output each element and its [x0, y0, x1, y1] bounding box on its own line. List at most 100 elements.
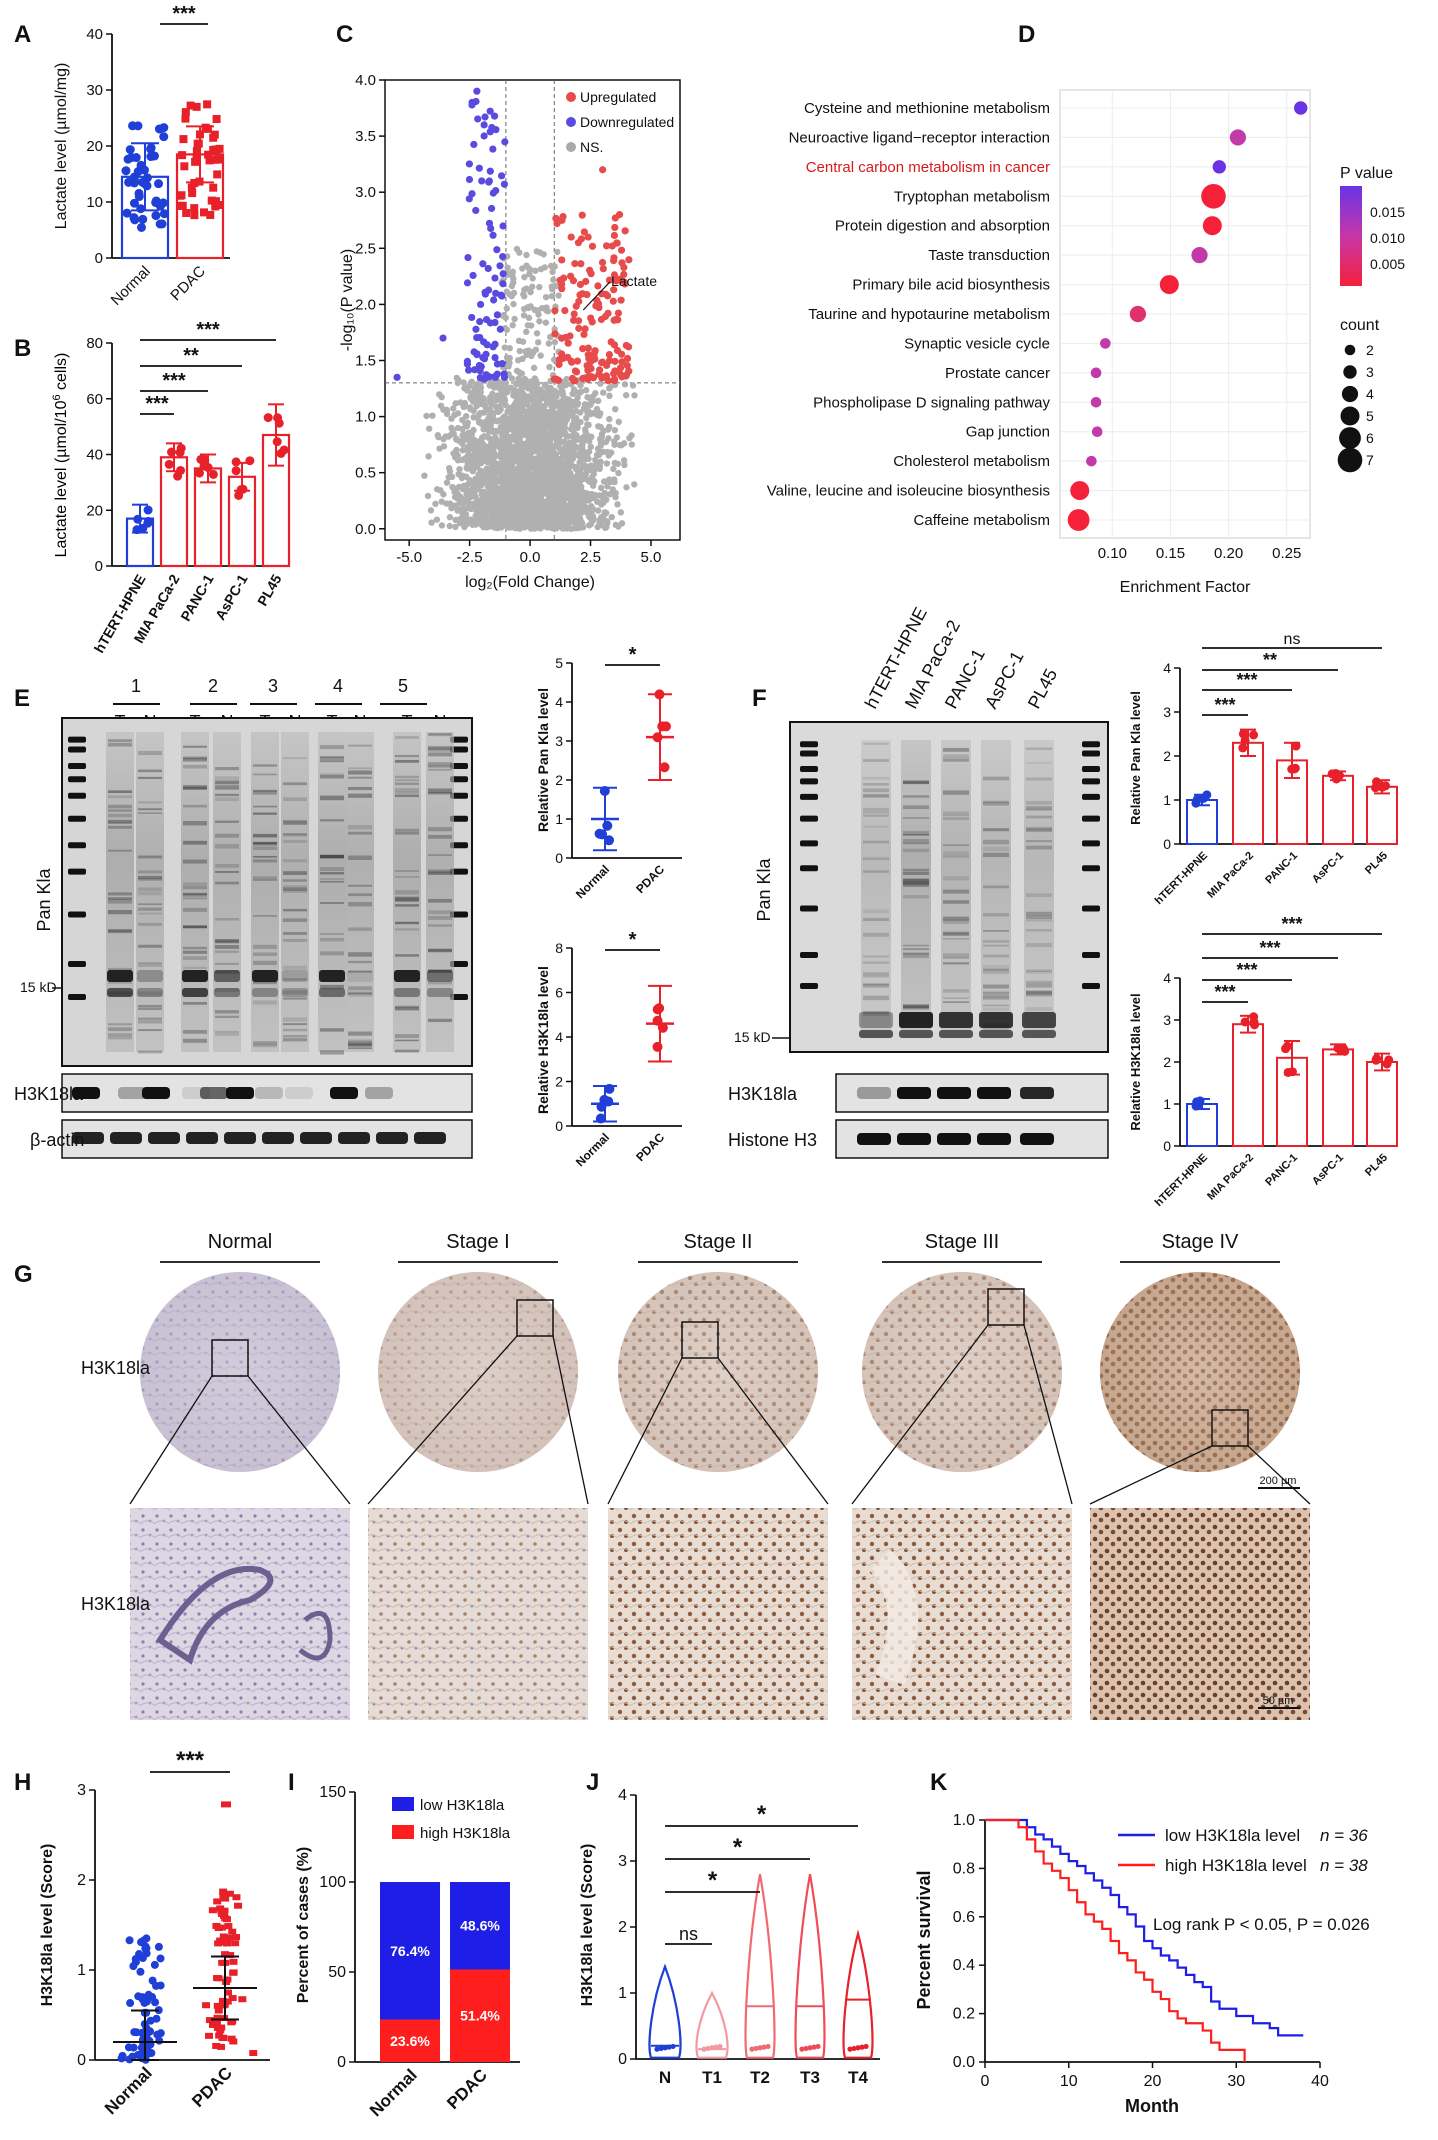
tma-core-texture: [862, 1272, 1062, 1472]
band: [983, 776, 1009, 781]
data-point: [181, 114, 190, 123]
band: [215, 797, 239, 802]
actin-band: [148, 1132, 180, 1144]
data-point: [229, 1969, 238, 1976]
significance-label: *: [733, 1834, 743, 1861]
point-ns: [500, 450, 507, 458]
histone-band: [977, 1133, 1011, 1145]
point-ns: [525, 314, 533, 322]
band: [903, 795, 929, 798]
ladder-band: [68, 994, 86, 1000]
point-up: [567, 357, 575, 365]
band: [1026, 762, 1052, 764]
data-point: [131, 153, 141, 163]
point-up: [611, 367, 619, 375]
point-ns: [460, 403, 467, 411]
band: [863, 909, 889, 914]
band: [943, 919, 969, 924]
point-up: [587, 270, 595, 278]
band: [138, 750, 162, 756]
y-tick-label: 1: [1163, 1096, 1171, 1112]
data-point: [1249, 1020, 1259, 1030]
band: [1026, 990, 1052, 994]
x-tick-label: PL45: [254, 571, 285, 608]
point-up: [574, 317, 583, 325]
point-ns: [537, 504, 544, 512]
band: [215, 776, 239, 781]
point-ns: [515, 399, 522, 406]
y-tick-label: 2: [618, 1919, 627, 1936]
point-up: [609, 297, 617, 305]
band: [428, 747, 452, 752]
point-down: [500, 180, 509, 188]
ladder-band: [800, 983, 818, 989]
point-ns: [462, 511, 470, 518]
data-point: [749, 2046, 755, 2052]
y-tick-label: 20: [86, 138, 103, 155]
point-ns: [605, 452, 612, 459]
point-ns: [438, 522, 446, 529]
data-point: [219, 1933, 228, 1940]
zoom-box: [1211, 1409, 1249, 1447]
point-ns: [574, 401, 581, 408]
band: [283, 1017, 307, 1022]
data-point: [223, 1998, 232, 2005]
scale-bar-label: 50 µm: [1263, 1695, 1294, 1707]
point-ns: [496, 502, 503, 510]
data-point: [709, 2045, 715, 2051]
data-point: [224, 1923, 233, 1930]
point-ns: [587, 396, 594, 403]
point-ns: [447, 432, 454, 439]
ladder-band: [1082, 865, 1100, 872]
point-up: [615, 211, 624, 219]
band: [320, 854, 344, 858]
ladder-band: [1082, 750, 1100, 757]
point-ns: [471, 488, 478, 495]
band: [903, 831, 929, 835]
point-up: [616, 275, 624, 283]
point-ns: [604, 483, 611, 490]
point-ns: [594, 507, 602, 514]
point-up: [587, 373, 596, 381]
legend-label: high H3K18la level: [1165, 1856, 1307, 1875]
data-point: [136, 222, 146, 232]
band: [215, 871, 239, 873]
band: [348, 884, 372, 887]
point-ns: [473, 498, 481, 505]
data-point: [129, 198, 139, 208]
point-up: [572, 368, 581, 376]
lane: [393, 732, 421, 1052]
y-tick-label: 4: [555, 694, 563, 710]
bubble: [1202, 216, 1222, 236]
panel-label-K: K: [930, 1769, 948, 1796]
band: [283, 908, 307, 912]
legend-title: P value: [1340, 165, 1393, 182]
annotation-label: Lactate: [611, 273, 657, 289]
band: [428, 924, 452, 927]
point-up: [599, 265, 607, 273]
point-ns: [572, 425, 580, 432]
point-ns: [586, 478, 593, 485]
ladder-band: [450, 763, 468, 769]
band: [348, 1043, 372, 1047]
point-ns: [448, 424, 455, 432]
point-ns: [534, 457, 541, 464]
band: [348, 1041, 372, 1046]
point-ns: [541, 381, 549, 389]
point-ns: [512, 406, 519, 413]
point-ns: [510, 275, 517, 282]
point-ns: [518, 370, 526, 377]
point-ns: [562, 454, 569, 462]
panel-label-D: D: [1018, 21, 1035, 48]
band: [283, 997, 307, 1000]
significance-label: ***: [1214, 695, 1235, 715]
point-ns: [502, 314, 509, 321]
band: [215, 950, 239, 953]
point-up: [595, 370, 603, 378]
point-ns: [433, 516, 441, 523]
point-up: [574, 239, 583, 247]
ladder-band: [68, 763, 86, 769]
data-point: [187, 183, 196, 192]
point-ns: [525, 347, 532, 354]
